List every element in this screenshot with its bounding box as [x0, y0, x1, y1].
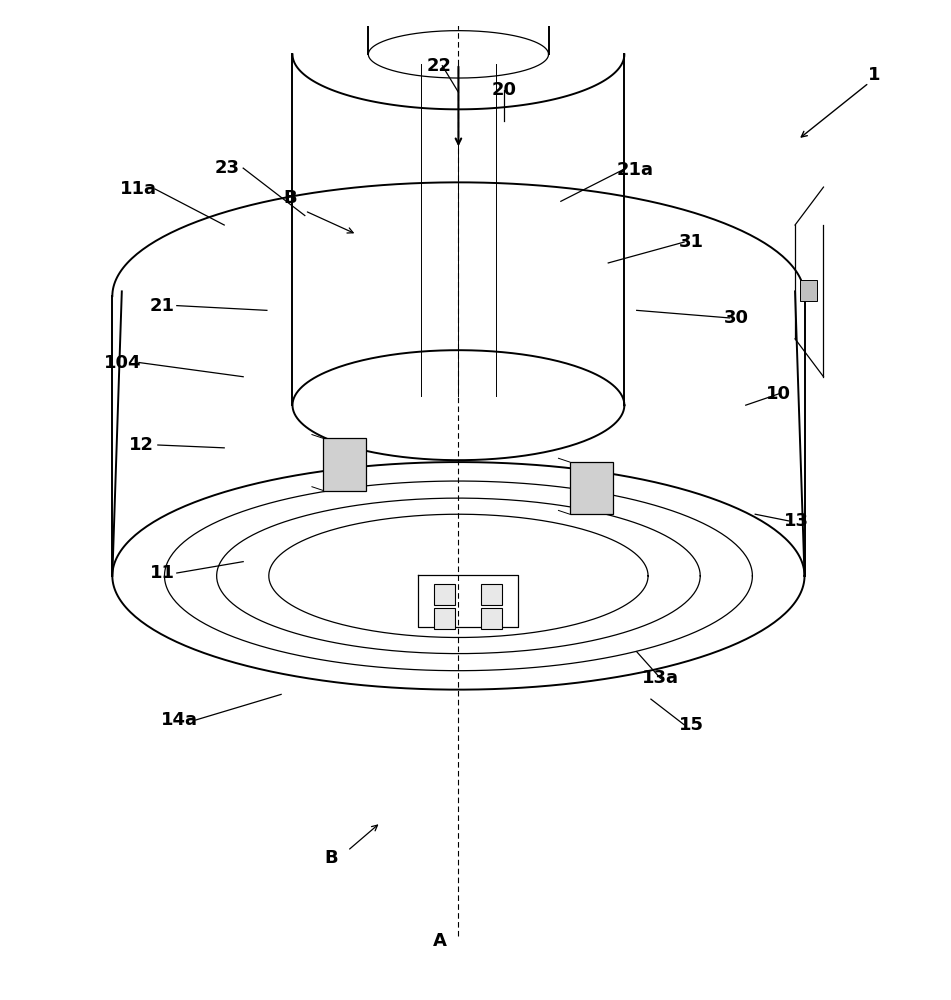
Text: 31: 31	[679, 233, 704, 251]
FancyBboxPatch shape	[481, 584, 502, 605]
Text: 22: 22	[427, 57, 452, 75]
FancyBboxPatch shape	[570, 462, 612, 514]
Text: B: B	[283, 189, 298, 207]
Text: 21: 21	[150, 297, 175, 315]
Text: 21a: 21a	[616, 161, 653, 179]
Text: 104: 104	[104, 354, 142, 372]
Text: 10: 10	[767, 385, 791, 403]
FancyBboxPatch shape	[481, 608, 502, 629]
Text: 23: 23	[215, 159, 240, 177]
Text: 13a: 13a	[642, 669, 679, 687]
Text: B: B	[324, 849, 339, 867]
Text: 20: 20	[492, 81, 516, 99]
Text: 15: 15	[679, 716, 704, 734]
Text: 14a: 14a	[161, 711, 198, 729]
FancyBboxPatch shape	[434, 608, 455, 629]
Text: 11a: 11a	[121, 180, 157, 198]
Text: 30: 30	[724, 309, 748, 327]
FancyBboxPatch shape	[800, 280, 817, 301]
FancyBboxPatch shape	[323, 438, 366, 491]
Text: 1: 1	[867, 66, 880, 84]
Text: 13: 13	[784, 512, 808, 530]
Text: 11: 11	[150, 564, 175, 582]
FancyBboxPatch shape	[434, 584, 455, 605]
Text: 12: 12	[129, 436, 154, 454]
Text: A: A	[433, 932, 446, 950]
